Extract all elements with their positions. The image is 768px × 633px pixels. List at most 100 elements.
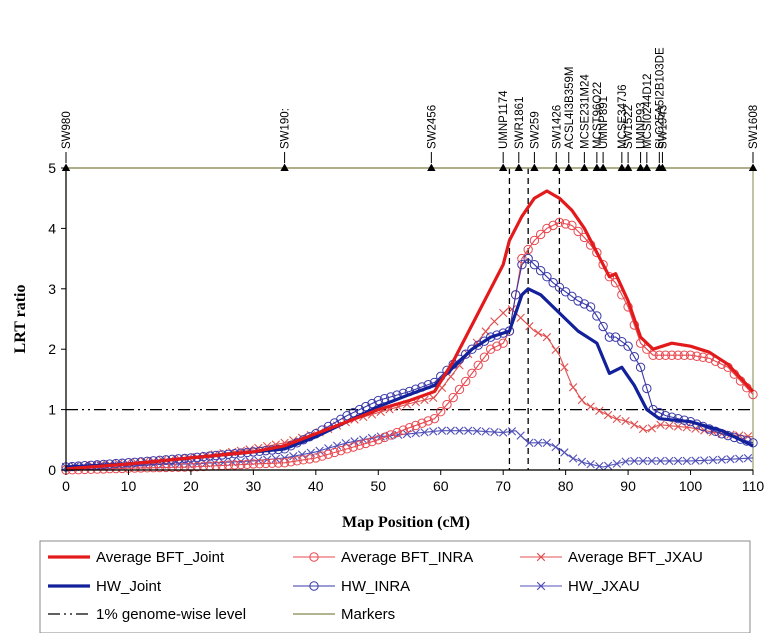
- data-point: [148, 463, 159, 473]
- data-point: [398, 425, 408, 435]
- data-point: [535, 265, 546, 276]
- data-point: [560, 448, 569, 457]
- data-point: [685, 350, 696, 360]
- data-point: [516, 313, 525, 322]
- data-point: [735, 454, 744, 463]
- data-point: [623, 341, 633, 351]
- data-point: [548, 278, 558, 288]
- data-point: [560, 287, 571, 297]
- data-point: [604, 332, 615, 342]
- data-point: [461, 376, 471, 387]
- legend-label: 1% genome-wise level: [96, 606, 246, 623]
- data-point: [350, 437, 359, 446]
- legend-label: Average BFT_JXAU: [568, 549, 703, 566]
- y-tick-label: 4: [48, 220, 56, 236]
- data-point: [635, 362, 646, 373]
- data-point: [442, 399, 452, 410]
- marker-triangle: [623, 163, 633, 171]
- data-point: [586, 459, 595, 469]
- marker-triangle: [427, 163, 436, 171]
- legend-label: HW_Joint: [96, 578, 162, 595]
- data-point: [567, 291, 577, 302]
- data-point: [648, 350, 658, 360]
- data-point: [498, 338, 508, 348]
- data-point: [429, 413, 440, 424]
- data-point: [498, 428, 508, 437]
- legend-label: HW_JXAU: [568, 578, 640, 595]
- legend-entry: 1% genome-wise level: [48, 606, 246, 623]
- data-point: [592, 247, 602, 258]
- marker-label: MCST96O22: [592, 82, 604, 149]
- data-point: [560, 219, 571, 229]
- data-point: [229, 460, 240, 470]
- data-point: [551, 345, 560, 354]
- data-point: [367, 436, 377, 447]
- marker-triangle: [61, 163, 71, 171]
- legend-entry: Average BFT_Joint: [48, 549, 225, 566]
- legend-entry: HW_Joint: [48, 578, 162, 595]
- data-point: [437, 426, 447, 435]
- data-point: [673, 350, 683, 360]
- data-point: [542, 438, 552, 448]
- data-point: [673, 456, 683, 466]
- axes-layer: 0 10 20 30 40 50 60 70 80 90 100 110 0 1 2 3 4 5: [48, 160, 764, 494]
- data-point: [577, 457, 587, 466]
- data-point: [498, 308, 508, 318]
- data-point: [523, 253, 533, 264]
- series-line: [65, 287, 754, 469]
- data-point: [548, 220, 558, 231]
- legend-label: HW_INRA: [341, 578, 410, 595]
- data-point: [411, 428, 420, 438]
- data-point: [192, 461, 202, 472]
- data-point: [656, 456, 665, 466]
- data-point: [481, 427, 490, 436]
- data-point: [598, 321, 608, 332]
- marker-triangle: [598, 163, 608, 171]
- x-tick-label: 50: [370, 478, 386, 494]
- data-point: [342, 444, 352, 454]
- data-point: [154, 462, 165, 473]
- x-axis-title: Map Position (cM): [342, 514, 470, 531]
- data-point: [311, 453, 321, 463]
- legend-entry: Markers: [293, 606, 395, 623]
- series-average-bft-joint: [65, 189, 755, 471]
- data-point: [577, 395, 587, 405]
- data-point: [348, 442, 358, 452]
- data-point: [595, 461, 604, 471]
- data-point: [411, 420, 421, 431]
- marker-label: SW259: [529, 111, 541, 149]
- data-point: [516, 431, 525, 440]
- data-point: [708, 455, 718, 465]
- marker-label: SW1943: [657, 105, 669, 149]
- data-point: [479, 352, 490, 362]
- data-point: [585, 302, 596, 312]
- data-point: [510, 290, 521, 300]
- data-point: [273, 458, 284, 468]
- legend-entry: Average BFT_INRA: [293, 549, 473, 566]
- data-point: [617, 336, 627, 347]
- x-tick-label: 60: [433, 478, 449, 494]
- markers-layer: SW980 SW190: SW2456 UMNP1174 SWR1861 SW259 SW1…: [61, 47, 760, 171]
- data-point: [373, 435, 383, 445]
- legend-frame: [39, 540, 751, 633]
- legend: Average BFT_Joint Average BFT_INRA Average…: [39, 540, 751, 633]
- data-point: [254, 459, 265, 469]
- data-point: [492, 341, 502, 351]
- data-point: [542, 272, 552, 282]
- marker-label: MCSE231M24: [579, 74, 591, 149]
- marker-triangle: [564, 163, 573, 171]
- x-tick-label: 110: [742, 478, 765, 494]
- data-point: [665, 456, 674, 466]
- data-point: [485, 344, 496, 354]
- data-point: [621, 416, 630, 426]
- data-point: [660, 350, 671, 360]
- data-point: [261, 458, 271, 469]
- data-point: [665, 421, 674, 430]
- data-point: [595, 406, 604, 415]
- x-tick-label: 100: [679, 478, 703, 494]
- marker-label: SW1426: [551, 105, 563, 149]
- data-point: [535, 229, 546, 240]
- data-point: [507, 427, 517, 436]
- marker-label: MCSE347J6: [617, 84, 629, 149]
- marker-triangle: [498, 163, 508, 171]
